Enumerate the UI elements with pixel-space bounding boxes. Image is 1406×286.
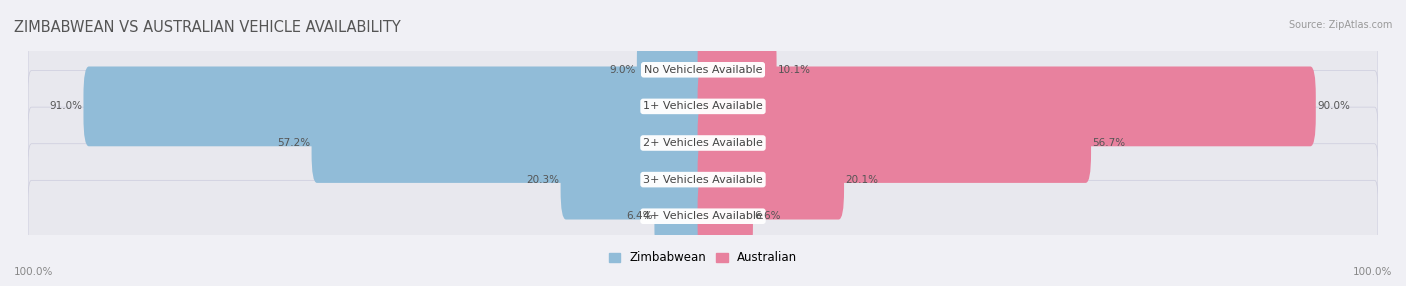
FancyBboxPatch shape bbox=[697, 176, 754, 256]
Text: 2+ Vehicles Available: 2+ Vehicles Available bbox=[643, 138, 763, 148]
FancyBboxPatch shape bbox=[28, 107, 1378, 179]
Text: 90.0%: 90.0% bbox=[1317, 102, 1350, 111]
Text: 6.6%: 6.6% bbox=[754, 211, 780, 221]
FancyBboxPatch shape bbox=[312, 103, 709, 183]
FancyBboxPatch shape bbox=[637, 30, 709, 110]
Text: 6.4%: 6.4% bbox=[627, 211, 652, 221]
Text: 20.1%: 20.1% bbox=[845, 175, 879, 184]
FancyBboxPatch shape bbox=[561, 140, 709, 220]
Legend: Zimbabwean, Australian: Zimbabwean, Australian bbox=[603, 247, 803, 269]
Text: Source: ZipAtlas.com: Source: ZipAtlas.com bbox=[1288, 20, 1392, 30]
Text: ZIMBABWEAN VS AUSTRALIAN VEHICLE AVAILABILITY: ZIMBABWEAN VS AUSTRALIAN VEHICLE AVAILAB… bbox=[14, 20, 401, 35]
FancyBboxPatch shape bbox=[654, 176, 709, 256]
FancyBboxPatch shape bbox=[697, 103, 1091, 183]
FancyBboxPatch shape bbox=[697, 140, 844, 220]
Text: 100.0%: 100.0% bbox=[14, 267, 53, 277]
FancyBboxPatch shape bbox=[28, 34, 1378, 106]
Text: 3+ Vehicles Available: 3+ Vehicles Available bbox=[643, 175, 763, 184]
FancyBboxPatch shape bbox=[697, 30, 776, 110]
Text: 10.1%: 10.1% bbox=[778, 65, 811, 75]
FancyBboxPatch shape bbox=[28, 71, 1378, 142]
Text: 57.2%: 57.2% bbox=[277, 138, 311, 148]
Text: No Vehicles Available: No Vehicles Available bbox=[644, 65, 762, 75]
Text: 4+ Vehicles Available: 4+ Vehicles Available bbox=[643, 211, 763, 221]
FancyBboxPatch shape bbox=[28, 180, 1378, 252]
Text: 1+ Vehicles Available: 1+ Vehicles Available bbox=[643, 102, 763, 111]
Text: 9.0%: 9.0% bbox=[609, 65, 636, 75]
Text: 20.3%: 20.3% bbox=[526, 175, 560, 184]
FancyBboxPatch shape bbox=[28, 144, 1378, 215]
Text: 56.7%: 56.7% bbox=[1092, 138, 1126, 148]
Text: 100.0%: 100.0% bbox=[1353, 267, 1392, 277]
FancyBboxPatch shape bbox=[697, 66, 1316, 146]
FancyBboxPatch shape bbox=[83, 66, 709, 146]
Text: 91.0%: 91.0% bbox=[49, 102, 82, 111]
